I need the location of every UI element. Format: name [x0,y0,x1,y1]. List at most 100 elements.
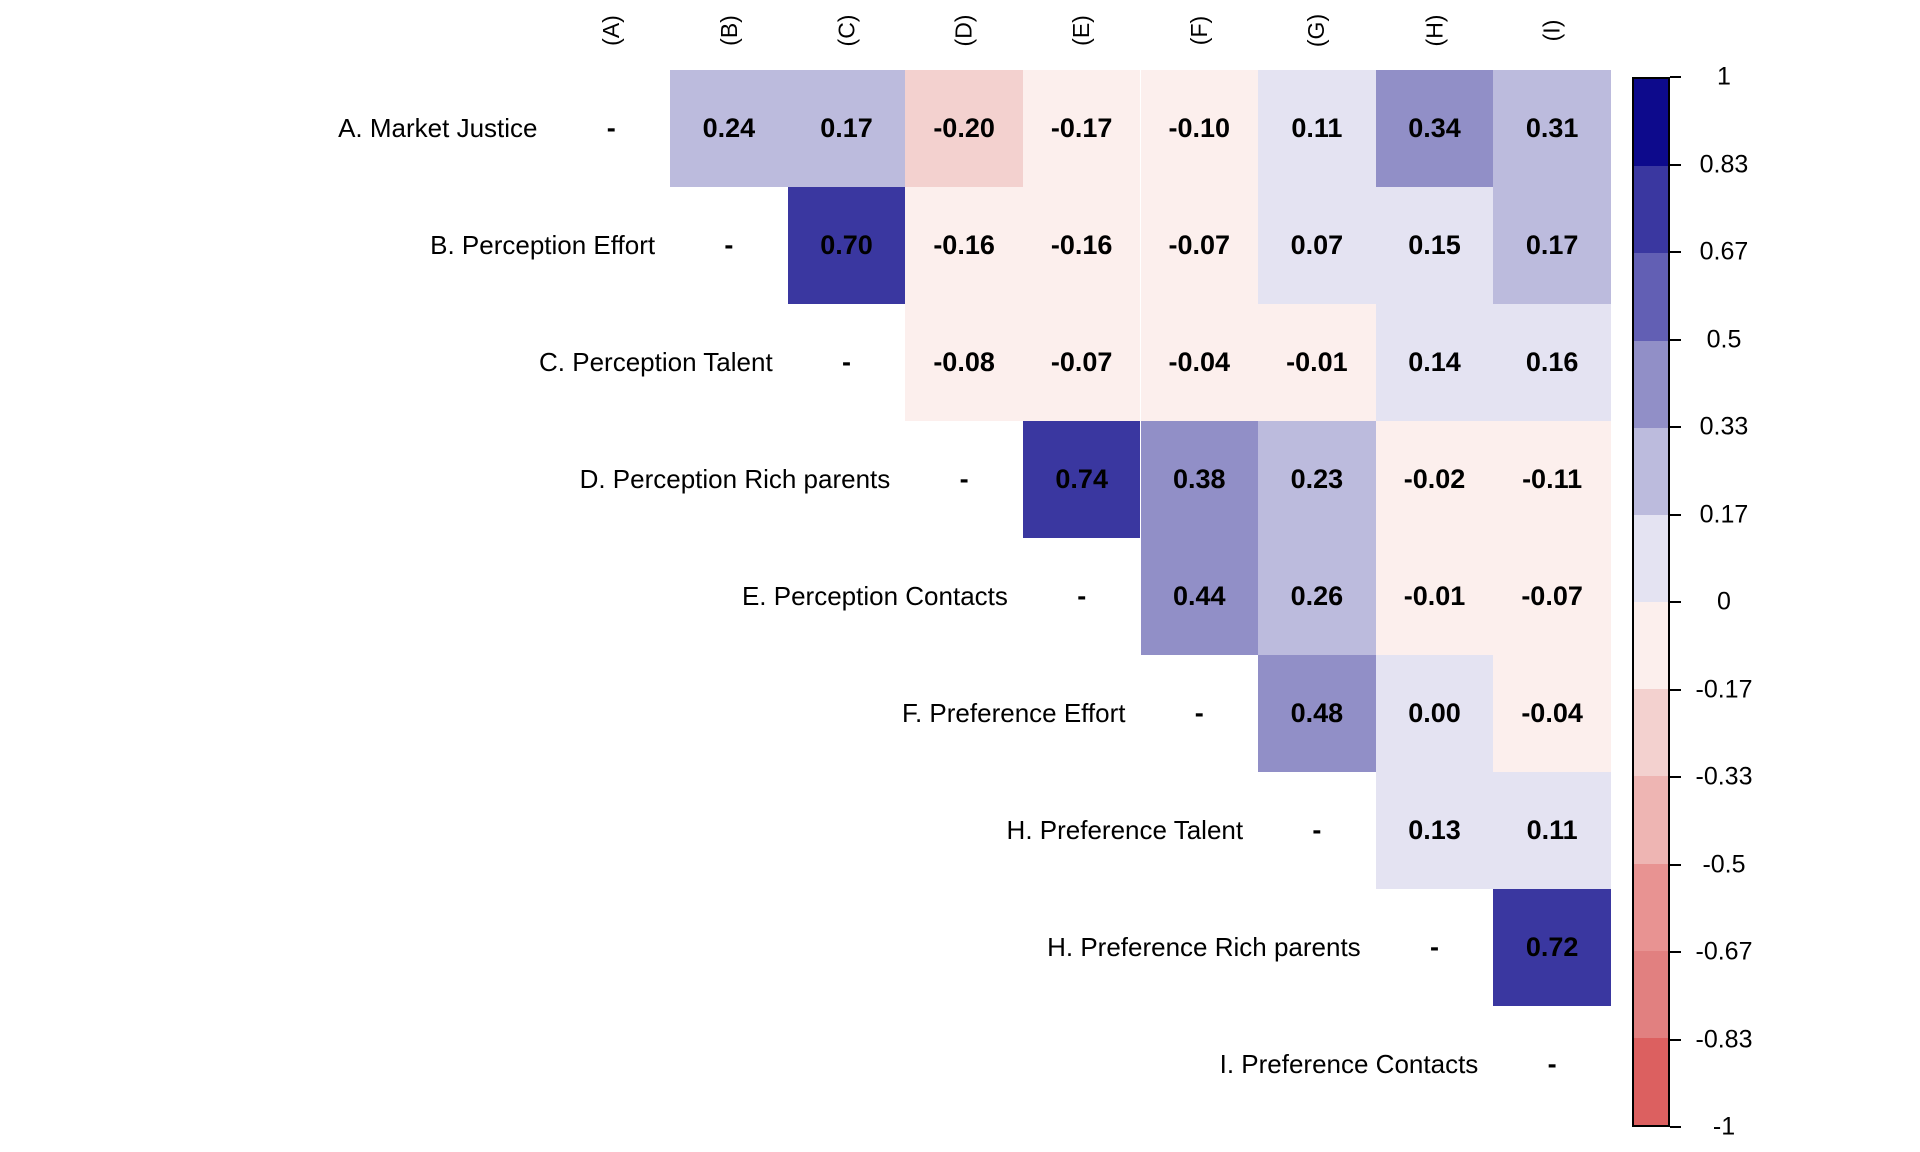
matrix-cell: 0.31 [1493,70,1611,187]
matrix-cell: -0.01 [1375,538,1494,655]
colorbar-tick [1670,76,1681,78]
colorbar-tick-label: 0.33 [1699,412,1749,441]
matrix-cell: -0.16 [1022,187,1141,304]
column-header: (D) [936,2,992,58]
matrix-cell: 0.11 [1258,70,1376,187]
diagonal-dash: - [1493,1006,1611,1123]
matrix-cell: -0.07 [1022,304,1141,421]
row-label: H. Preference Rich parents [1047,931,1361,962]
matrix-cell: 0.26 [1258,538,1376,655]
diagonal-dash: - [670,187,788,304]
colorbar-tick-label: -1 [1712,1112,1736,1141]
matrix-cell: 0.70 [787,187,906,304]
colorbar-segment [1634,776,1668,864]
column-header: (I) [1524,2,1580,58]
colorbar-segment [1634,427,1668,515]
row-label: A. Market Justice [338,112,538,143]
matrix-cell: -0.11 [1493,421,1611,538]
matrix-cell: 0.15 [1375,187,1494,304]
matrix-cell: 0.00 [1375,655,1494,772]
column-header-label: (D) [950,14,977,46]
column-header: (C) [819,2,875,58]
colorbar-segment [1634,950,1668,1038]
colorbar-tick-label: 0.83 [1699,150,1749,178]
matrix-cell: 0.72 [1493,889,1611,1006]
colorbar-segment [1634,340,1668,428]
colorbar-tick-label: -0.67 [1695,937,1753,966]
diagonal-dash: - [787,304,906,421]
row-label: C. Perception Talent [539,346,773,377]
matrix-cell: -0.07 [1140,187,1259,304]
colorbar-segment [1634,689,1668,777]
column-header-label: (C) [833,14,859,46]
diagonal-dash: - [552,70,671,187]
colorbar-tick-label: -0.17 [1695,675,1753,703]
matrix-cell: 0.23 [1258,421,1376,538]
colorbar-tick [1670,1038,1681,1041]
diagonal-dash: - [1022,538,1141,655]
colorbar-gradient [1634,79,1668,1126]
colorbar-tick-label: 0 [1717,587,1731,616]
colorbar-tick-label: 0.5 [1706,325,1742,353]
column-header-label: (B) [715,14,742,46]
colorbar-tick-label: -0.5 [1702,850,1746,878]
colorbar-tick [1670,688,1681,691]
colorbar-tick [1670,513,1681,516]
matrix-cell: -0.07 [1493,538,1611,655]
matrix-cell: -0.04 [1493,655,1611,772]
colorbar-segment [1634,514,1668,603]
colorbar-tick [1670,863,1681,866]
diagonal-dash: - [1375,889,1494,1006]
row-label: I. Preference Contacts [1219,1048,1479,1079]
matrix-cell: -0.01 [1258,304,1376,421]
matrix-cell: 0.74 [1022,421,1141,538]
matrix-cell: 0.17 [1493,187,1611,304]
matrix-cell: -0.17 [1022,70,1141,187]
column-header: (A) [583,2,639,58]
matrix-cell: -0.20 [905,70,1023,187]
column-header: (F) [1171,2,1227,58]
colorbar-segment [1634,863,1668,951]
colorbar-segment [1634,602,1668,690]
colorbar-tick [1670,251,1681,253]
colorbar-segment [1634,1037,1668,1126]
column-header: (E) [1054,2,1110,58]
colorbar-segment [1634,166,1668,254]
row-label: F. Preference Effort [901,697,1126,728]
diagonal-dash: - [905,421,1023,538]
column-header-label: (F) [1185,15,1212,45]
matrix-cell: 0.13 [1375,772,1494,889]
diagonal-dash: - [1140,655,1259,772]
column-header-label: (E) [1068,14,1095,46]
colorbar [1632,77,1670,1127]
row-label: H. Preference Talent [1006,814,1244,845]
colorbar-tick [1670,163,1681,166]
matrix-cell: 0.14 [1375,304,1494,421]
matrix-cell: 0.16 [1493,304,1611,421]
matrix-cell: 0.44 [1140,538,1259,655]
matrix-cell: -0.10 [1140,70,1259,187]
column-header-label: (H) [1421,14,1447,46]
row-label: E. Perception Contacts [741,580,1008,611]
matrix-cell: -0.08 [905,304,1023,421]
colorbar-tick [1670,601,1681,603]
matrix-cell: 0.34 [1375,70,1494,187]
row-label: D. Perception Rich parents [579,463,891,494]
column-header: (G) [1289,2,1345,58]
matrix-cell: -0.02 [1375,421,1494,538]
colorbar-tick [1670,426,1681,428]
matrix-cell: 0.11 [1493,772,1611,889]
diagonal-dash: - [1258,772,1376,889]
colorbar-tick [1670,776,1681,778]
matrix-cell: -0.04 [1140,304,1259,421]
matrix-cell: 0.24 [670,70,788,187]
colorbar-tick [1670,1126,1681,1128]
colorbar-tick-label: 1 [1717,62,1731,91]
colorbar-tick [1670,338,1681,341]
matrix-cell: 0.48 [1258,655,1376,772]
colorbar-tick-label: 0.17 [1699,500,1749,528]
row-label: B. Perception Effort [430,229,656,260]
matrix-cell: -0.16 [905,187,1023,304]
column-header-label: (G) [1303,13,1330,47]
